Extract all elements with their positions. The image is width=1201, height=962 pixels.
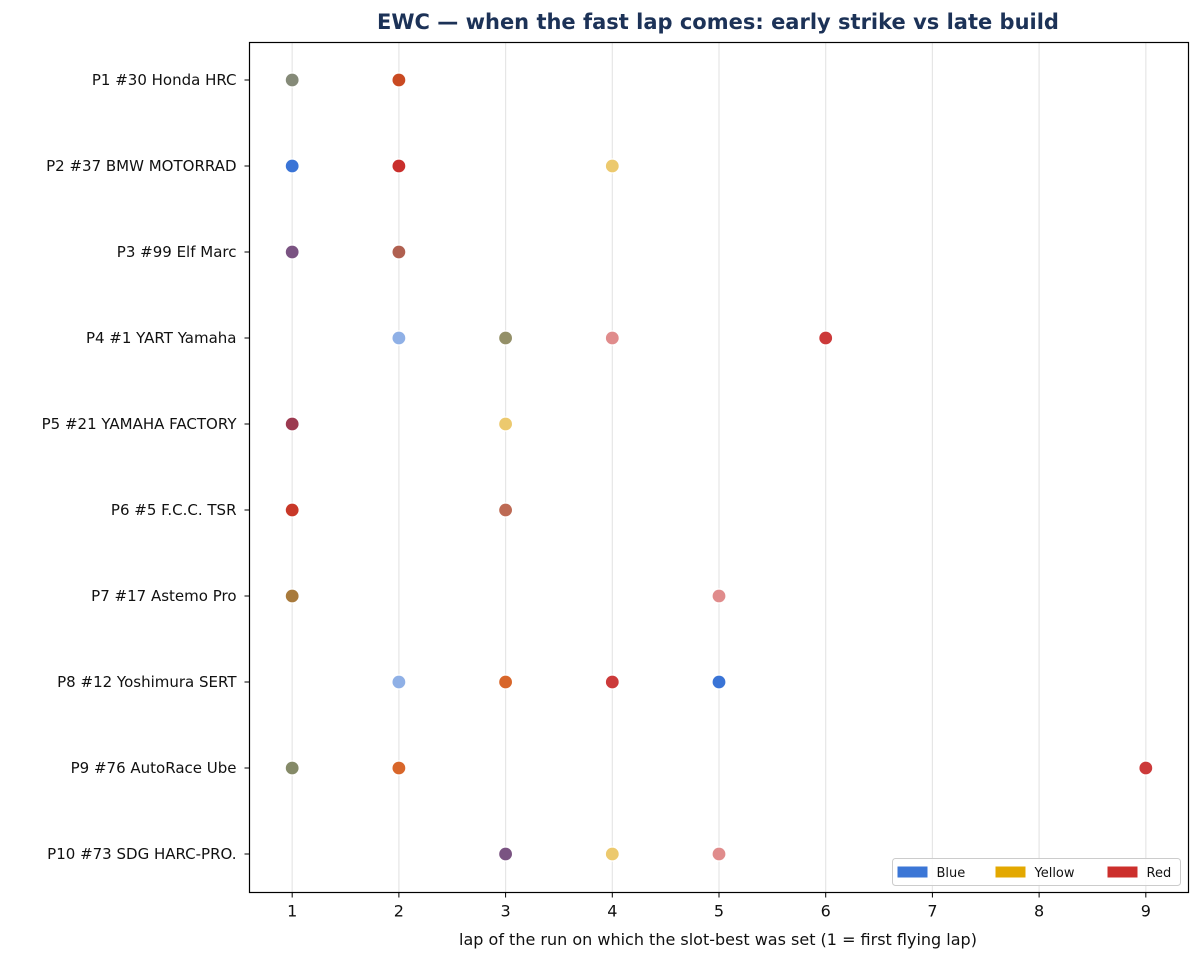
- legend-label: Blue: [937, 866, 966, 881]
- data-point: [284, 244, 300, 260]
- legend-swatch: [1107, 866, 1138, 878]
- data-point: [391, 674, 407, 690]
- x-tick-label: 9: [1141, 902, 1151, 921]
- data-point: [711, 588, 727, 604]
- data-point: [284, 72, 300, 88]
- data-point: [391, 72, 407, 88]
- data-points: [284, 72, 1154, 862]
- data-point: [391, 760, 407, 776]
- y-tick-label: P2 #37 BMW MOTORRAD: [46, 157, 236, 175]
- x-tick-label: 1: [287, 902, 297, 921]
- data-point: [604, 158, 620, 174]
- data-point: [1138, 760, 1154, 776]
- data-point: [497, 674, 514, 690]
- y-tick-label: P3 #99 Elf Marc: [117, 243, 237, 261]
- x-tick-label: 3: [500, 902, 510, 921]
- y-tick-label: P9 #76 AutoRace Ube: [71, 759, 237, 777]
- x-tick-label: 8: [1034, 902, 1044, 921]
- data-point: [604, 330, 620, 346]
- y-tick-label: P6 #5 F.C.C. TSR: [111, 501, 237, 519]
- x-axis-label: lap of the run on which the slot-best wa…: [459, 930, 977, 949]
- data-point: [711, 846, 727, 862]
- data-point: [391, 330, 407, 346]
- data-point: [284, 588, 300, 604]
- y-tick-label: P4 #1 YART Yamaha: [86, 329, 237, 347]
- data-point: [284, 760, 300, 776]
- x-tick-label: 2: [394, 902, 404, 921]
- legend-label: Yellow: [1034, 866, 1075, 881]
- grid: [291, 42, 1147, 893]
- y-tick-label: P1 #30 Honda HRC: [92, 71, 237, 89]
- data-point: [604, 674, 620, 690]
- data-point: [604, 846, 620, 862]
- data-point: [391, 244, 407, 260]
- legend-swatch: [995, 866, 1026, 878]
- y-axis: P1 #30 Honda HRC P2 #37 BMW MOTORRAD P3 #9…: [42, 71, 250, 863]
- y-tick-label: P5 #21 YAMAHA FACTORY: [42, 415, 238, 433]
- x-tick-label: 7: [927, 902, 937, 921]
- x-tick-label: 5: [714, 902, 724, 921]
- data-point: [497, 330, 514, 346]
- legend-swatch: [897, 866, 928, 878]
- y-tick-label: P7 #17 Astemo Pro: [91, 587, 236, 605]
- data-point: [497, 416, 514, 432]
- data-point: [711, 674, 727, 690]
- x-tick-label: 4: [607, 902, 617, 921]
- data-point: [497, 502, 514, 518]
- chart-title: EWC — when the fast lap comes: early str…: [377, 10, 1059, 34]
- legend-box: [892, 858, 1181, 886]
- data-point: [391, 158, 407, 174]
- data-point: [497, 846, 514, 862]
- data-point: [284, 158, 300, 174]
- legend: Blue Yellow Red: [892, 858, 1181, 886]
- x-axis: 1 2 3 4 5 6 7 8 9: [287, 892, 1151, 921]
- data-point: [818, 330, 834, 346]
- y-tick-label: P8 #12 Yoshimura SERT: [57, 673, 237, 691]
- legend-label: Red: [1147, 866, 1172, 881]
- data-point: [284, 502, 300, 518]
- x-tick-label: 6: [821, 902, 831, 921]
- y-tick-label: P10 #73 SDG HARC-PRO.: [47, 845, 236, 863]
- data-point: [284, 416, 300, 432]
